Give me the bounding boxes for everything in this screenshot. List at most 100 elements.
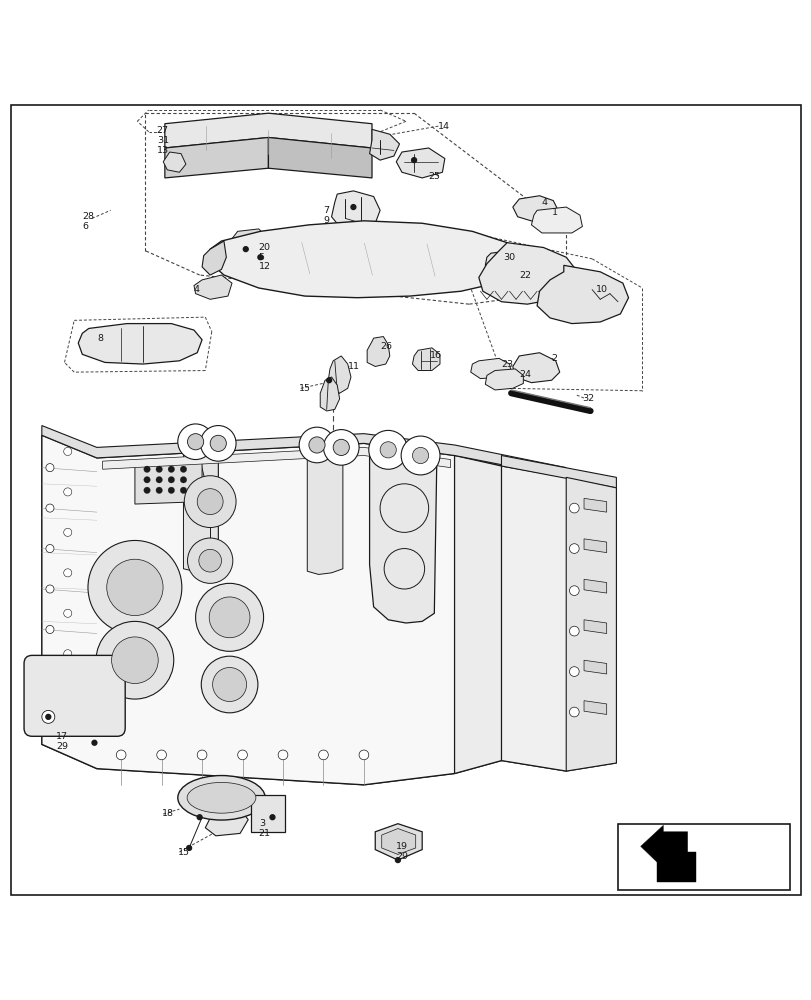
Circle shape	[368, 430, 407, 469]
Circle shape	[308, 437, 324, 453]
Text: 26: 26	[380, 342, 392, 351]
Text: 11: 11	[347, 362, 359, 371]
Circle shape	[63, 727, 71, 735]
Text: 16: 16	[430, 351, 442, 360]
Polygon shape	[454, 455, 565, 774]
Polygon shape	[501, 455, 616, 488]
Circle shape	[63, 528, 71, 536]
Text: 13: 13	[157, 146, 169, 155]
Polygon shape	[369, 129, 399, 160]
Circle shape	[210, 435, 226, 451]
Polygon shape	[470, 358, 511, 379]
Circle shape	[569, 626, 578, 636]
Circle shape	[63, 609, 71, 617]
Circle shape	[63, 650, 71, 658]
Polygon shape	[583, 579, 606, 593]
Polygon shape	[328, 356, 350, 393]
Circle shape	[88, 540, 182, 634]
Circle shape	[180, 487, 187, 494]
Circle shape	[238, 750, 247, 760]
Circle shape	[412, 447, 428, 464]
Circle shape	[209, 597, 250, 638]
Polygon shape	[583, 539, 606, 553]
Circle shape	[180, 466, 187, 472]
Text: 9: 9	[323, 216, 329, 225]
Polygon shape	[232, 229, 264, 243]
Text: 14: 14	[438, 122, 450, 131]
Circle shape	[144, 466, 150, 472]
Text: 6: 6	[82, 222, 88, 231]
Polygon shape	[102, 447, 450, 469]
Polygon shape	[208, 221, 521, 298]
Circle shape	[569, 586, 578, 595]
Text: 25: 25	[428, 172, 440, 181]
Polygon shape	[194, 275, 232, 299]
Circle shape	[46, 625, 54, 634]
Text: 29: 29	[396, 852, 408, 861]
Circle shape	[569, 707, 578, 717]
Text: 30: 30	[503, 253, 515, 262]
FancyBboxPatch shape	[24, 655, 125, 736]
Text: 29: 29	[56, 742, 68, 751]
Polygon shape	[485, 251, 523, 272]
Polygon shape	[367, 337, 389, 366]
Polygon shape	[530, 207, 581, 233]
Text: 5: 5	[259, 253, 264, 262]
Text: 4: 4	[541, 198, 547, 207]
Text: 20: 20	[259, 243, 270, 252]
Polygon shape	[42, 426, 565, 477]
Polygon shape	[583, 620, 606, 634]
Circle shape	[318, 750, 328, 760]
Circle shape	[156, 487, 162, 494]
Circle shape	[187, 434, 204, 450]
Circle shape	[187, 846, 191, 850]
Polygon shape	[640, 825, 687, 868]
Text: 3: 3	[259, 819, 264, 828]
Polygon shape	[202, 241, 226, 275]
Circle shape	[270, 815, 275, 820]
Text: 22: 22	[519, 271, 530, 280]
Circle shape	[395, 858, 400, 863]
Circle shape	[298, 427, 334, 463]
Text: 10: 10	[595, 285, 607, 294]
Circle shape	[569, 503, 578, 513]
Polygon shape	[268, 137, 371, 178]
Polygon shape	[656, 852, 695, 882]
Polygon shape	[163, 152, 186, 172]
Circle shape	[157, 750, 166, 760]
Polygon shape	[536, 265, 628, 324]
Circle shape	[187, 538, 233, 583]
Circle shape	[197, 815, 202, 820]
Circle shape	[323, 430, 358, 465]
Circle shape	[63, 447, 71, 455]
Text: 27: 27	[157, 126, 169, 135]
Circle shape	[144, 487, 150, 494]
Circle shape	[46, 714, 51, 719]
Circle shape	[96, 621, 174, 699]
Text: 15: 15	[178, 848, 190, 857]
Circle shape	[333, 439, 349, 455]
Circle shape	[63, 569, 71, 577]
Circle shape	[46, 585, 54, 593]
Polygon shape	[42, 435, 97, 769]
Circle shape	[168, 477, 174, 483]
Circle shape	[380, 484, 428, 532]
Circle shape	[46, 504, 54, 512]
Circle shape	[258, 255, 263, 260]
Circle shape	[197, 489, 223, 515]
Polygon shape	[396, 148, 444, 178]
Text: 8: 8	[97, 334, 103, 343]
Circle shape	[46, 706, 54, 714]
Circle shape	[106, 559, 163, 616]
Circle shape	[46, 545, 54, 553]
Polygon shape	[583, 701, 606, 714]
Polygon shape	[478, 243, 577, 304]
Circle shape	[92, 740, 97, 745]
Circle shape	[212, 668, 247, 701]
Text: 23: 23	[501, 360, 513, 369]
Text: 19: 19	[396, 842, 408, 851]
Circle shape	[326, 378, 331, 383]
Circle shape	[278, 750, 287, 760]
Circle shape	[42, 710, 54, 723]
Text: 31: 31	[157, 136, 169, 145]
